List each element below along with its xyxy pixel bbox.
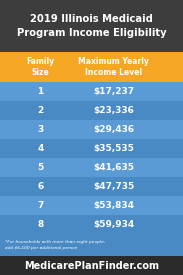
Bar xyxy=(0,0,183,52)
Text: $23,336: $23,336 xyxy=(93,106,134,115)
Text: 2019 Illinois Medicaid
Program Income Eligibility: 2019 Illinois Medicaid Program Income El… xyxy=(17,14,166,38)
Text: Maximum Yearly
Income Level: Maximum Yearly Income Level xyxy=(78,57,149,77)
Text: 8: 8 xyxy=(37,220,43,229)
Text: MedicarePlanFinder.com: MedicarePlanFinder.com xyxy=(24,261,159,271)
Text: $53,834: $53,834 xyxy=(93,201,134,210)
Text: $59,934: $59,934 xyxy=(93,220,134,229)
Text: 3: 3 xyxy=(37,125,43,134)
Bar xyxy=(0,139,183,158)
Text: $35,535: $35,535 xyxy=(93,144,134,153)
Text: $17,237: $17,237 xyxy=(93,87,134,96)
Text: Family
Size: Family Size xyxy=(26,57,54,77)
Text: 6: 6 xyxy=(37,182,43,191)
Text: $41,635: $41,635 xyxy=(93,163,134,172)
Bar xyxy=(0,120,183,139)
Text: 5: 5 xyxy=(37,163,43,172)
Text: $47,735: $47,735 xyxy=(93,182,134,191)
Text: 4: 4 xyxy=(37,144,43,153)
Bar xyxy=(0,234,183,256)
Bar xyxy=(0,196,183,215)
Bar xyxy=(0,256,183,275)
Text: 7: 7 xyxy=(37,201,43,210)
Bar xyxy=(0,158,183,177)
Bar xyxy=(0,177,183,196)
Bar xyxy=(0,215,183,234)
Text: *For households with more than eight people,
add $6,100 per additional person: *For households with more than eight peo… xyxy=(5,240,105,250)
Text: 2: 2 xyxy=(37,106,43,115)
Text: 1: 1 xyxy=(37,87,43,96)
Bar xyxy=(0,82,183,101)
Bar xyxy=(0,101,183,120)
Text: $29,436: $29,436 xyxy=(93,125,134,134)
Bar xyxy=(0,52,183,82)
